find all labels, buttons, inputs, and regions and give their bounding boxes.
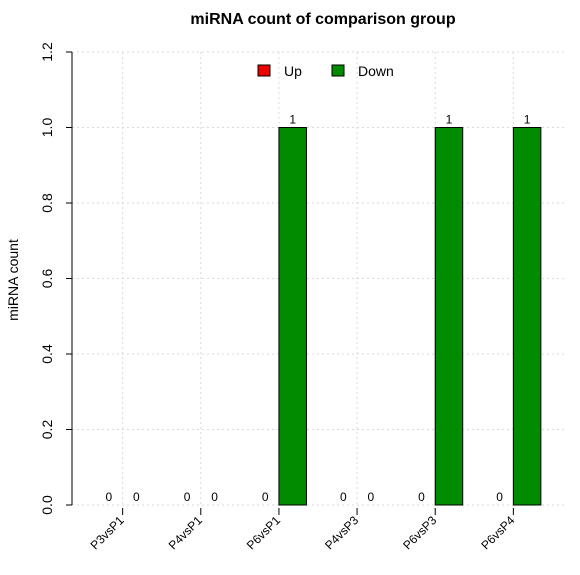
data-label: 0 — [133, 490, 140, 504]
data-label: 0 — [418, 490, 425, 504]
legend: Up Down — [257, 63, 394, 79]
data-labels: 0 0 0 0 0 1 0 0 0 1 0 1 — [106, 113, 531, 505]
x-tick-label: P6vsP4 — [478, 513, 517, 552]
legend-swatch — [257, 64, 271, 77]
data-label: 0 — [184, 490, 191, 504]
y-tick-label: 0.2 — [39, 420, 55, 440]
y-tick-label: 0.4 — [39, 344, 55, 364]
y-axis-ticks: 0.0 0.2 0.4 0.6 0.8 1.0 1.2 — [39, 42, 72, 515]
legend-swatch — [331, 64, 345, 77]
y-tick-label: 0.8 — [39, 193, 55, 213]
data-label: 1 — [446, 113, 453, 127]
data-label: 0 — [367, 490, 374, 504]
y-tick-label: 1.0 — [39, 118, 55, 138]
y-axis-label: miRNA count — [5, 239, 21, 321]
data-label: 0 — [211, 490, 218, 504]
x-tick-label: P6vsP1 — [244, 513, 283, 552]
legend-label: Up — [284, 63, 302, 79]
data-label: 0 — [106, 490, 113, 504]
bar — [278, 127, 307, 506]
data-label: 1 — [289, 113, 296, 127]
x-tick-label: P4vsP1 — [166, 513, 205, 552]
y-tick-label: 0.0 — [39, 495, 55, 515]
y-tick-label: 1.2 — [39, 42, 55, 62]
bar — [434, 127, 464, 506]
data-label: 0 — [496, 490, 503, 504]
x-axis-ticks: P3vsP1 P4vsP1 P6vsP1 P4vsP3 P6vsP3 P6vsP4 — [88, 508, 518, 552]
bars — [278, 127, 542, 506]
data-label: 1 — [524, 113, 531, 127]
legend-label: Down — [358, 63, 394, 79]
data-label: 0 — [340, 490, 347, 504]
grid — [72, 51, 564, 506]
chart-title: miRNA count of comparison group — [190, 11, 455, 28]
y-tick-label: 0.6 — [39, 269, 55, 289]
x-tick-label: P4vsP3 — [322, 513, 361, 552]
bar — [512, 127, 542, 506]
x-tick-label: P6vsP3 — [400, 513, 439, 552]
x-tick-label: P3vsP1 — [88, 513, 127, 552]
data-label: 0 — [262, 490, 269, 504]
